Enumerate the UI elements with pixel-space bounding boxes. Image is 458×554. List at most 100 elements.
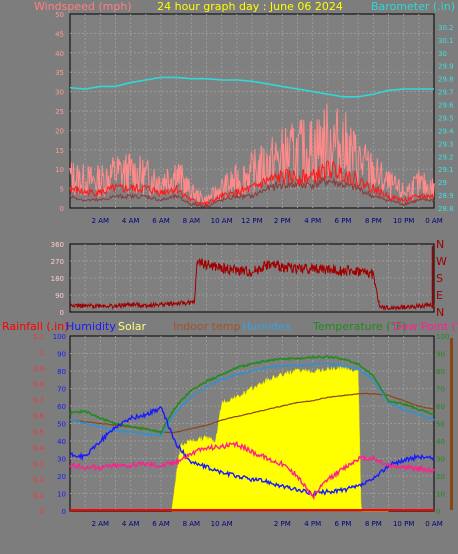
bottom-series — [69, 355, 435, 512]
humidity-tick: 40 — [57, 438, 66, 446]
windspeed-tick-labels: 0 5 10 15 20 25 30 35 40 45 50 — [55, 11, 64, 213]
barometer-line — [69, 76, 434, 98]
humidity-tick: 0 — [62, 508, 66, 516]
temperature-tick: 50 — [436, 421, 445, 429]
direction-degree-tick: 360 — [51, 241, 64, 249]
barometer-tick: 28.8 — [438, 205, 454, 213]
top-series — [69, 76, 435, 210]
humidity-tick: 70 — [57, 386, 66, 394]
direction-degree-tick: 180 — [51, 275, 64, 283]
rainfall-tick: 0.2 — [33, 476, 44, 484]
chart-title: 24 hour graph day : June 06 2024 — [157, 0, 343, 13]
time-tick: 10 AM — [211, 217, 233, 225]
legend-temperature: Temperature (°F) — [312, 320, 407, 333]
legend-humidex: Humidex — [242, 320, 292, 333]
temperature-tick-labels: 0 10 20 30 40 50 60 70 80 90 100 — [436, 333, 449, 516]
temperature-tick: 30 — [436, 456, 445, 464]
temperature-tick: 10 — [436, 491, 445, 499]
humidity-tick: 30 — [57, 456, 66, 464]
rainfall-tick: 0.3 — [33, 460, 44, 468]
legend-humidity: Humidity — [66, 320, 116, 333]
temperature-tick: 0 — [436, 508, 440, 516]
humidity-tick: 50 — [57, 421, 66, 429]
windspeed-tick: 20 — [55, 127, 64, 135]
humidity-tick: 60 — [57, 403, 66, 411]
barometer-tick: 29.5 — [438, 114, 454, 122]
time-tick: 12 PM — [241, 217, 262, 225]
barometer-tick: 30 — [438, 50, 447, 58]
humidity-tick: 10 — [57, 491, 66, 499]
time-tick: 2 AM — [92, 520, 110, 528]
rainfall-tick: 0.9 — [33, 365, 44, 373]
barometer-tick: 29.2 — [438, 153, 454, 161]
time-tick: 2 PM — [274, 520, 291, 528]
windspeed-tick: 10 — [55, 166, 64, 174]
windspeed-tick: 40 — [55, 50, 64, 58]
time-tick: 6 AM — [152, 217, 170, 225]
barometer-tick: 30.1 — [438, 37, 454, 45]
rainfall-tick: 0.5 — [33, 428, 44, 436]
rainfall-tick: 0.7 — [33, 397, 44, 405]
barometer-tick: 29.6 — [438, 102, 454, 110]
legend-indoor-temp: Indoor temp — [173, 320, 240, 333]
time-tick: 0 AM — [425, 217, 443, 225]
rainfall-tick: 0.4 — [33, 444, 45, 452]
direction-degree-tick: 90 — [55, 292, 64, 300]
windspeed-tick: 0 — [60, 205, 64, 213]
direction-degree-tick: 270 — [51, 258, 64, 266]
windspeed-axis-label: Windspeed (mph) — [34, 0, 132, 13]
humidex-line — [69, 361, 435, 438]
barometer-tick: 29.1 — [438, 166, 454, 174]
temperature-tick: 40 — [436, 438, 445, 446]
time-tick: 6 AM — [152, 520, 170, 528]
barometer-tick: 29.8 — [438, 76, 454, 84]
windspeed-tick: 35 — [55, 69, 64, 77]
bottom-time-labels: 2 AM 4 AM 6 AM 8 AM 10 AM 2 PM 4 PM 6 PM 8 PM 10 … — [92, 520, 443, 528]
humidity-tick: 100 — [53, 333, 66, 341]
temperature-line — [69, 355, 435, 435]
temperature-tick: 70 — [436, 386, 445, 394]
direction-compass-tick: N — [436, 238, 444, 251]
barometer-axis-label: Barometer (.in) — [371, 0, 455, 13]
windspeed-tick: 15 — [55, 147, 64, 155]
humidity-tick: 20 — [57, 473, 66, 481]
direction-compass-tick: W — [436, 255, 447, 268]
wind-low-line — [69, 176, 435, 210]
legend-solar: Solar — [118, 320, 147, 333]
rainfall-tick-labels: 0 0.1 0.2 0.3 0.4 0.5 0.6 0.7 0.8 0.9 1 1.1 — [33, 333, 45, 516]
time-tick: 10 AM — [211, 520, 233, 528]
time-tick: 8 PM — [365, 520, 382, 528]
rainfall-tick: 1 — [40, 349, 44, 357]
temperature-tick: 100 — [436, 333, 449, 341]
time-tick: 0 AM — [425, 520, 443, 528]
windspeed-tick: 25 — [55, 108, 64, 116]
direction-degree-labels: 0 90 180 270 360 — [51, 241, 64, 317]
time-tick: 8 AM — [183, 520, 201, 528]
time-tick: 2 AM — [92, 217, 110, 225]
windspeed-tick: 5 — [60, 186, 64, 194]
barometer-tick: 30.2 — [438, 24, 454, 32]
rainfall-tick: 0.8 — [33, 381, 44, 389]
direction-compass-tick: S — [436, 272, 443, 285]
barometer-tick: 29 — [438, 179, 447, 187]
direction-compass-tick: E — [436, 289, 443, 302]
temperature-tick: 20 — [436, 473, 445, 481]
rainfall-tick: 0.6 — [33, 413, 45, 421]
barometer-tick-labels: 28.8 28.9 29 29.1 29.2 29.3 29.4 29.5 29.6 29.7 29… — [438, 24, 454, 213]
barometer-tick: 29.4 — [438, 127, 454, 135]
barometer-tick: 29.9 — [438, 63, 454, 71]
direction-grid — [70, 244, 434, 312]
time-tick: 8 PM — [365, 217, 382, 225]
wind-gust-line — [69, 104, 435, 206]
direction-degree-tick: 0 — [60, 309, 64, 317]
time-tick: 4 PM — [304, 217, 321, 225]
time-tick: 4 AM — [122, 520, 140, 528]
windspeed-tick: 30 — [55, 89, 64, 97]
legend-dew-point: Dew Point (°F) — [393, 320, 458, 333]
time-tick: 4 PM — [304, 520, 321, 528]
humidity-tick: 80 — [57, 368, 66, 376]
dew-point-line — [69, 440, 435, 501]
